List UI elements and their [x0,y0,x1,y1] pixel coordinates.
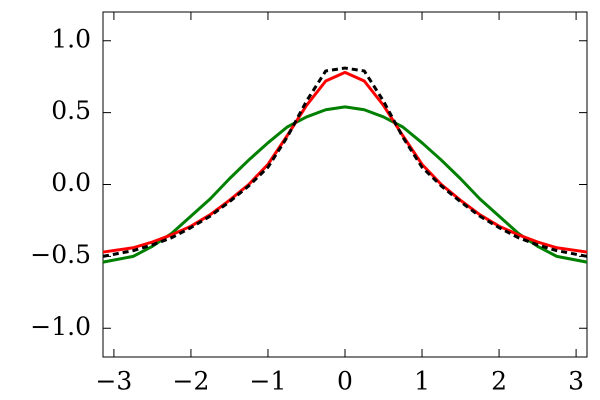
y-tick-label: −1.0 [30,312,91,341]
y-tick-label: −0.5 [30,240,91,269]
plot-frame [102,11,588,358]
y-tick-label: 1.0 [51,24,91,53]
x-tick-label: 3 [568,367,584,396]
x-tick-label: −2 [173,367,210,396]
x-tick-label: −3 [95,367,132,396]
x-tick-label: −1 [250,367,287,396]
line-series [102,70,588,254]
line-series [102,105,588,264]
line-series [102,66,588,258]
y-tick-label: 0.5 [51,96,91,125]
y-tick-label: 0.0 [51,168,91,197]
x-tick-label: 1 [414,367,430,396]
x-tick-label: 2 [491,367,507,396]
x-tick-label: 0 [337,367,353,396]
